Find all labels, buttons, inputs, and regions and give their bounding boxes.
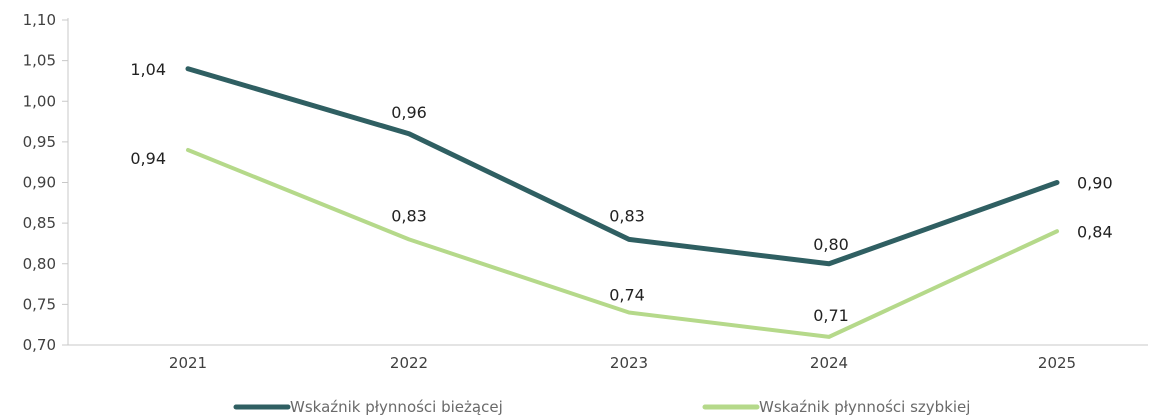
- legend-item: Wskaźnik płynności szybkiej: [702, 398, 970, 415]
- data-label: 0,74: [609, 286, 645, 305]
- data-label: 0,83: [609, 206, 645, 225]
- data-label: 0,71: [813, 306, 849, 325]
- x-tick-label: 2022: [390, 354, 428, 372]
- series-line-2: [186, 148, 1059, 339]
- data-label: 0,84: [1077, 222, 1113, 241]
- y-tick-label: 0,80: [23, 255, 56, 273]
- data-label: 0,94: [130, 149, 166, 168]
- legend: Wskaźnik płynności bieżącej Wskaźnik płyn…: [233, 398, 970, 415]
- y-axis: 0,70 0,75 0,80 0,85 0,90 0,95 1,00 1,05 1,10: [23, 11, 69, 354]
- legend-item: Wskaźnik płynności bieżącej: [233, 398, 503, 415]
- x-tick-label: 2021: [169, 354, 207, 372]
- y-tick-label: 0,70: [23, 336, 56, 354]
- data-label: 0,96: [391, 103, 427, 122]
- legend-label: Wskaźnik płynności bieżącej: [290, 398, 503, 415]
- x-tick-label: 2024: [810, 354, 848, 372]
- x-tick-label: 2023: [610, 354, 648, 372]
- y-tick-label: 1,10: [23, 11, 56, 29]
- legend-label: Wskaźnik płynności szybkiej: [759, 398, 970, 415]
- y-tick-label: 0,90: [23, 174, 56, 192]
- x-tick-label: 2025: [1038, 354, 1076, 372]
- y-tick-label: 1,00: [23, 92, 56, 110]
- data-label: 0,83: [391, 206, 427, 225]
- data-label: 0,90: [1077, 174, 1113, 193]
- y-tick-label: 0,85: [23, 214, 56, 232]
- series-lines: [185, 66, 1060, 339]
- y-tick-label: 0,95: [23, 133, 56, 151]
- x-axis: 2021 2022 2023 2024 2025: [68, 344, 1148, 372]
- y-tick-label: 1,05: [23, 52, 56, 70]
- data-label: 0,80: [813, 235, 849, 254]
- y-tick-label: 0,75: [23, 295, 56, 313]
- data-labels: 1,04 0,96 0,83 0,80 0,90 0,94 0,83 0,74 0,71 0,84: [130, 60, 1112, 325]
- data-label: 1,04: [130, 60, 166, 79]
- series-line-1: [185, 66, 1060, 267]
